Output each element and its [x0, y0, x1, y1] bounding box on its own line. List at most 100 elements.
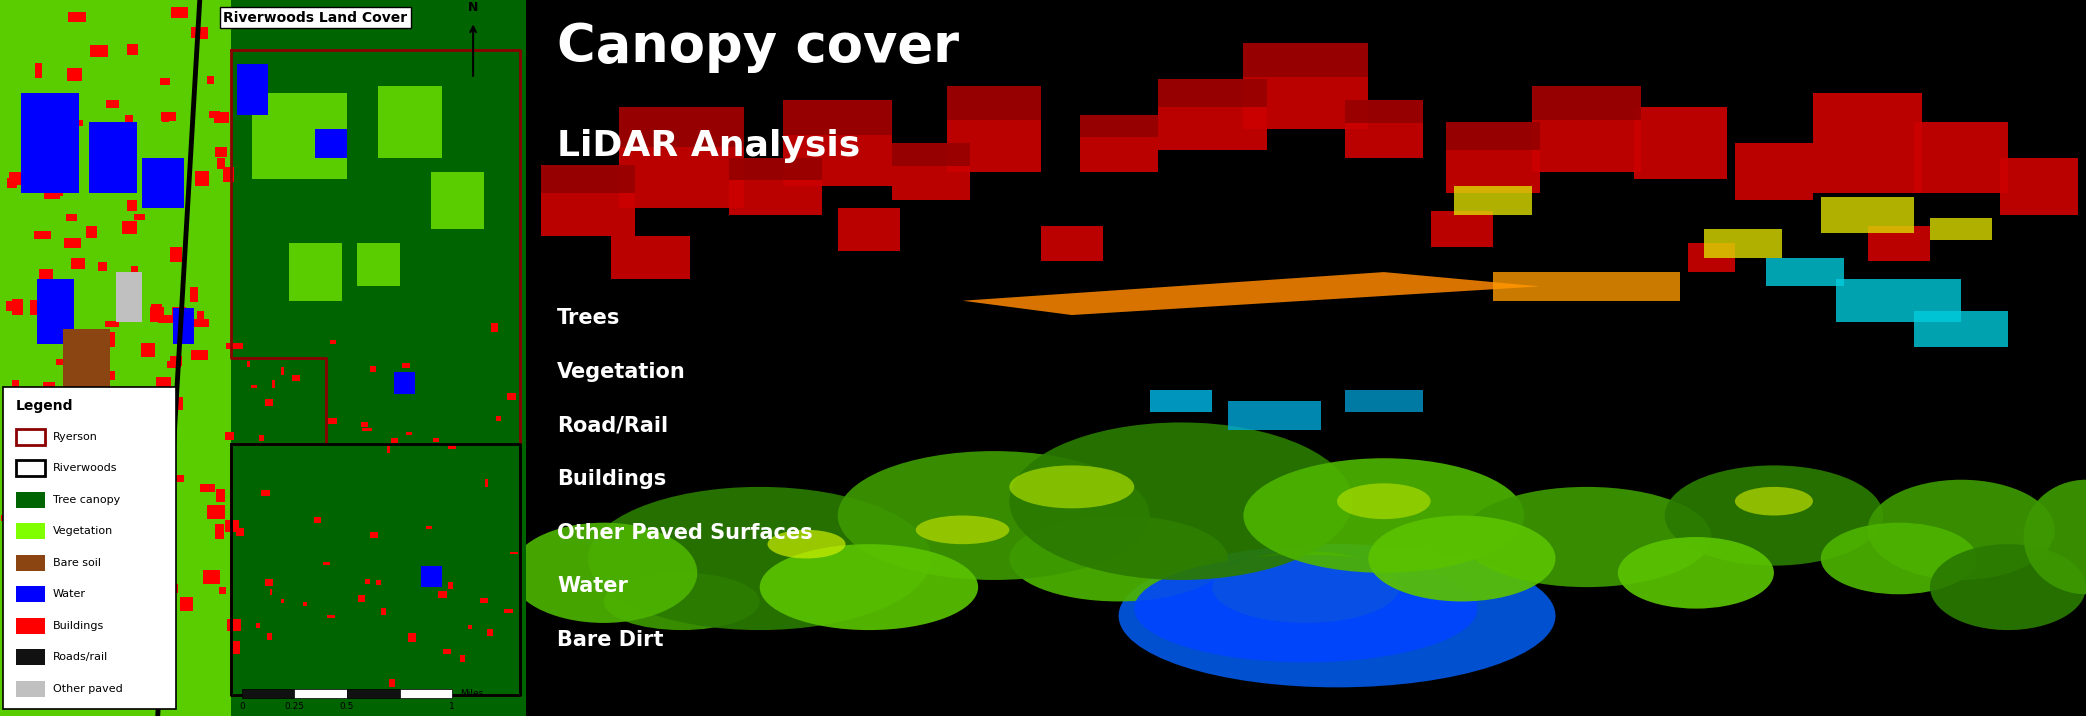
Bar [150, 304, 163, 312]
Ellipse shape [1930, 544, 2086, 630]
Text: Buildings: Buildings [557, 469, 665, 489]
Bar [56, 359, 63, 364]
Bar [17, 633, 23, 649]
Bar [448, 445, 457, 449]
Bar [90, 44, 108, 57]
Bar [63, 238, 81, 248]
Bar [148, 585, 159, 591]
Bar [190, 350, 209, 359]
Bar [202, 570, 219, 584]
Bar [250, 384, 257, 388]
Bar [65, 317, 75, 327]
Bar [200, 484, 215, 492]
Ellipse shape [1010, 422, 1352, 580]
Bar [1531, 86, 1642, 120]
Bar [1345, 100, 1423, 158]
FancyBboxPatch shape [2, 387, 175, 709]
Bar [42, 382, 54, 394]
Bar [69, 11, 86, 22]
Bar [315, 129, 346, 158]
Bar [225, 432, 234, 440]
Bar [839, 208, 901, 251]
Bar [111, 620, 121, 631]
Bar [432, 438, 438, 442]
Bar [313, 517, 321, 523]
Bar [0, 515, 17, 521]
Bar [292, 375, 300, 381]
Bar [142, 158, 184, 208]
Bar [217, 489, 225, 502]
Ellipse shape [2023, 480, 2086, 594]
Ellipse shape [1619, 537, 1773, 609]
Ellipse shape [916, 516, 1010, 544]
Ellipse shape [759, 544, 978, 630]
Bar [1243, 43, 1368, 77]
Bar [1345, 390, 1423, 412]
Ellipse shape [603, 573, 759, 630]
Bar [17, 547, 25, 553]
Bar [1736, 143, 1813, 200]
Bar [17, 492, 44, 508]
Bar [1041, 226, 1103, 261]
Bar [1454, 186, 1531, 215]
Bar [375, 580, 382, 584]
Bar [131, 266, 138, 276]
Bar [152, 444, 173, 501]
Bar [1081, 115, 1158, 137]
Bar [117, 292, 125, 305]
Bar [1633, 107, 1727, 179]
Bar [330, 340, 336, 344]
Bar [236, 64, 269, 115]
Text: Riverwoods: Riverwoods [52, 463, 117, 473]
Bar [782, 100, 893, 135]
Bar [86, 226, 96, 238]
Bar [1158, 79, 1266, 150]
Bar [223, 167, 234, 182]
Bar [346, 689, 401, 698]
Bar [215, 524, 223, 539]
Bar [363, 428, 371, 432]
Bar [1345, 100, 1423, 123]
Text: Other paved: Other paved [52, 684, 123, 694]
Bar [196, 311, 204, 321]
Ellipse shape [768, 530, 845, 558]
Bar [63, 329, 111, 401]
Bar [6, 178, 17, 188]
Ellipse shape [1010, 465, 1135, 508]
Bar [1704, 229, 1781, 258]
Bar [503, 609, 513, 613]
Bar [442, 649, 451, 654]
Bar [1446, 122, 1539, 150]
Bar [302, 601, 307, 606]
Bar [1149, 390, 1212, 412]
Bar [480, 598, 488, 603]
Bar [378, 86, 442, 158]
Bar [1915, 311, 2009, 347]
Text: Water: Water [52, 589, 86, 599]
Bar [215, 112, 229, 122]
Bar [219, 587, 225, 594]
Bar [98, 371, 115, 380]
Bar [106, 564, 121, 578]
Bar [388, 445, 390, 453]
Bar [21, 93, 79, 193]
Bar [1531, 86, 1642, 172]
Bar [171, 247, 181, 261]
Bar [17, 586, 44, 602]
Bar [198, 27, 209, 39]
Bar [265, 400, 273, 406]
Bar [17, 681, 44, 697]
Bar [215, 147, 227, 158]
Ellipse shape [1212, 551, 1400, 623]
Bar [269, 589, 273, 596]
Text: Bare soil: Bare soil [52, 558, 100, 568]
Bar [167, 361, 181, 367]
Text: Other Paved Surfaces: Other Paved Surfaces [557, 523, 814, 543]
Bar [67, 67, 81, 81]
Bar [173, 307, 186, 315]
Bar [403, 363, 409, 368]
Bar [282, 599, 284, 603]
Bar [79, 639, 94, 649]
Text: Ryerson: Ryerson [52, 432, 98, 442]
Bar [90, 122, 138, 193]
